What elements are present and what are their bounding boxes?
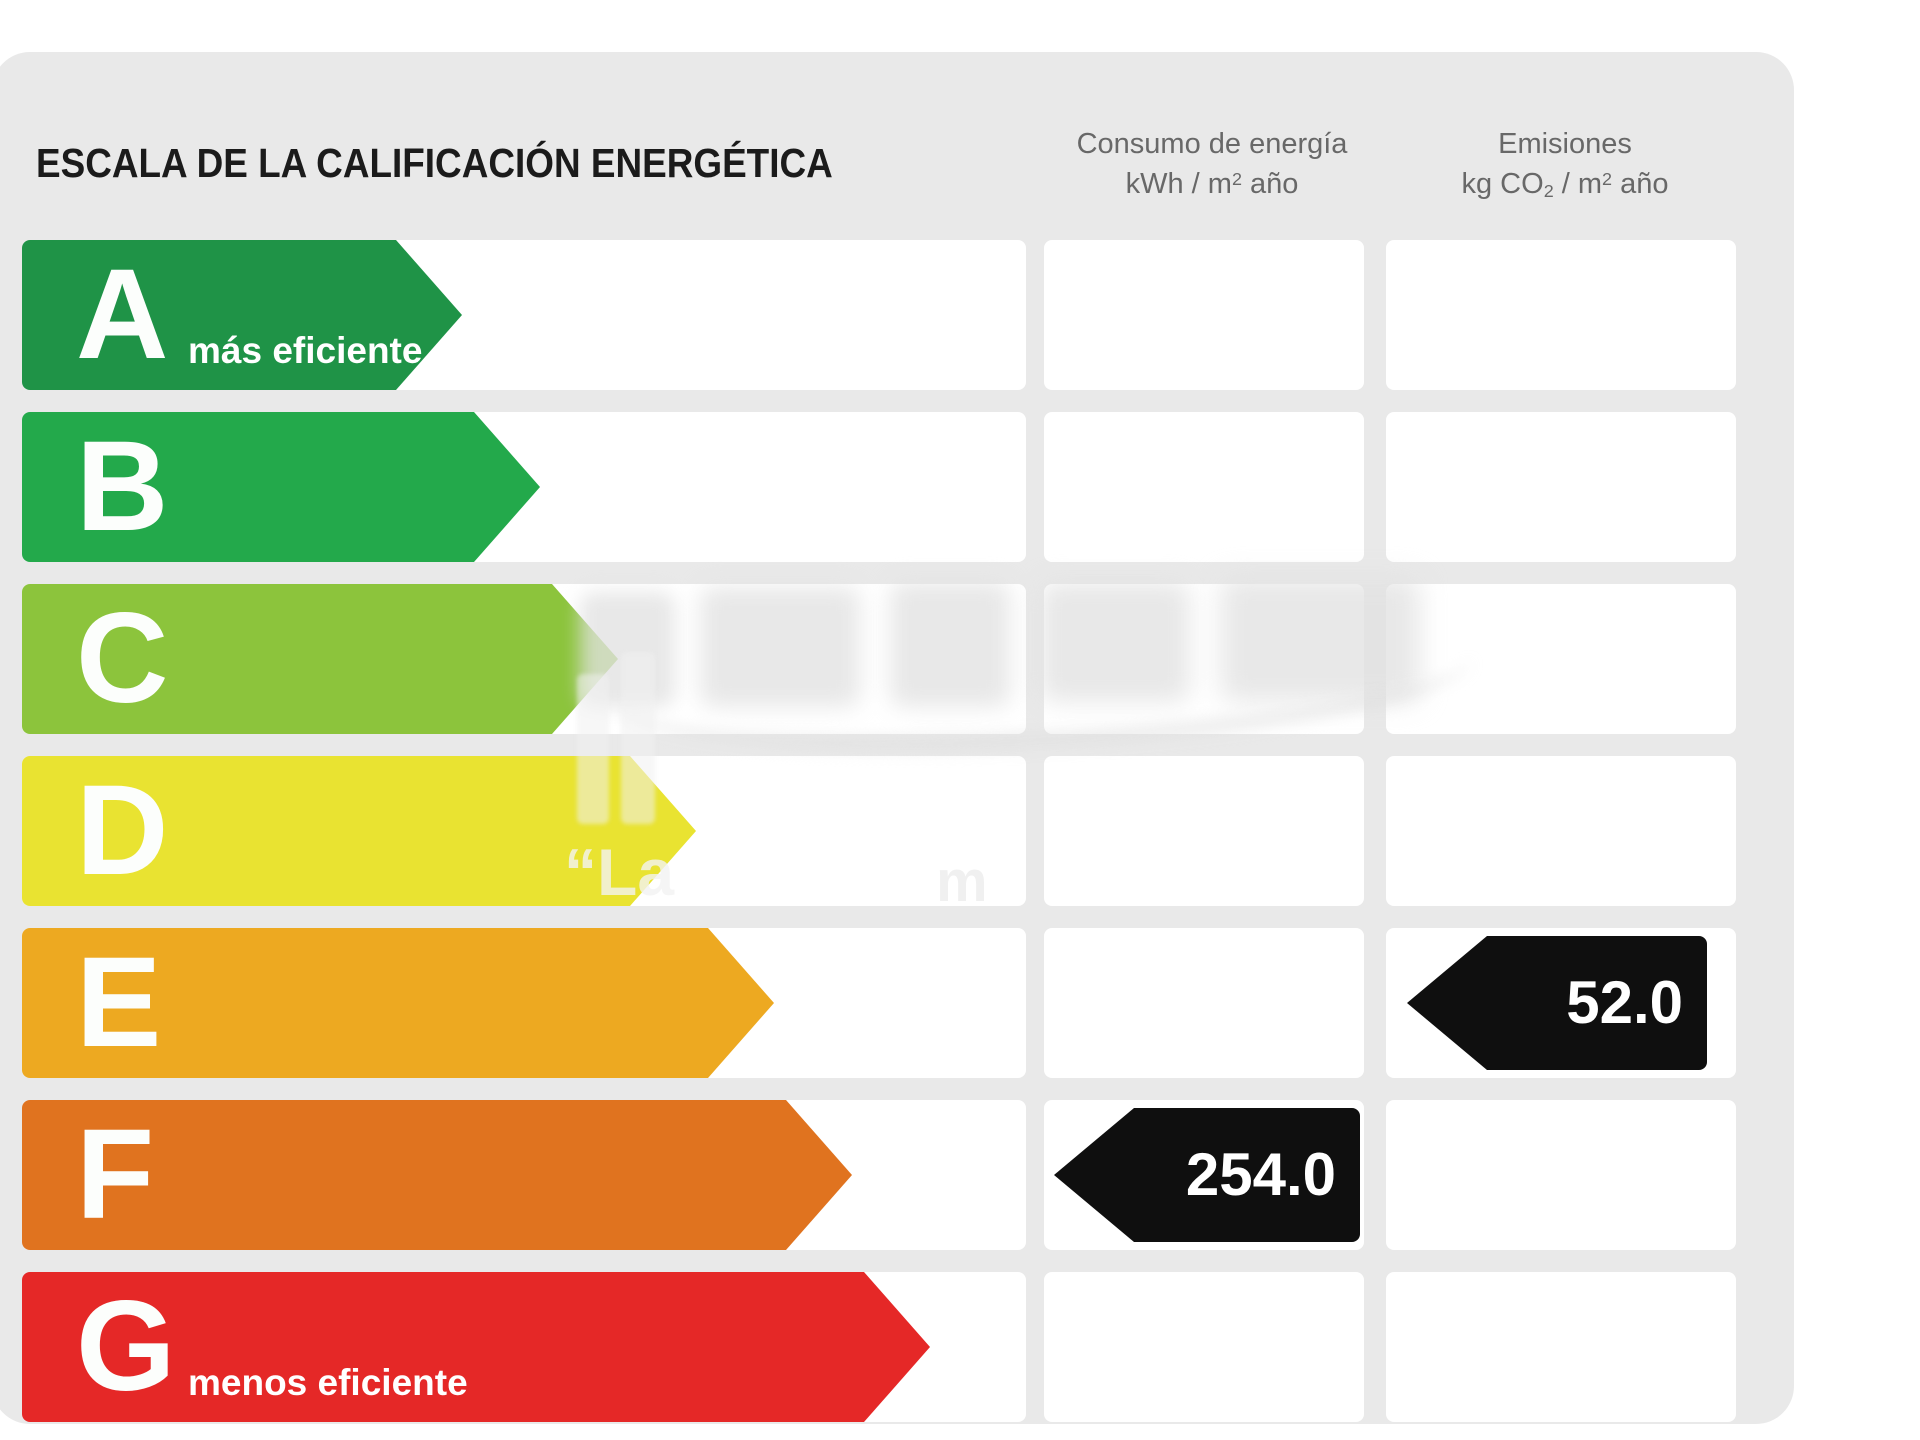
scale-cell-B-col2 [1386, 412, 1736, 562]
emisiones-header-line2: kg CO2 / m2 año [1380, 164, 1750, 207]
rating-bar-D: D [22, 756, 696, 906]
rating-bar-F: F [22, 1100, 852, 1250]
scale-cell-G-col1 [1044, 1272, 1364, 1422]
emisiones-unit: kg CO [1461, 168, 1544, 200]
consumo-value: 254.0 [1185, 1141, 1336, 1208]
emisiones-unit-mid: / m [1553, 168, 1603, 200]
emisiones-header-line1: Emisiones [1498, 128, 1632, 160]
scale-cell-E-col1 [1044, 928, 1364, 1078]
scale-cell-G-col2 [1386, 1272, 1736, 1422]
consumo-unit: kWh / m [1125, 168, 1232, 200]
rating-bar-C: C [22, 584, 618, 734]
scale-cell-A-col2 [1386, 240, 1736, 390]
emisiones-unit-sup: 2 [1602, 168, 1613, 189]
column-header-emisiones: Emisiones kg CO2 / m2 año [1380, 124, 1750, 207]
emisiones-unit-post: año [1612, 168, 1669, 200]
rating-letter-F: F [76, 1103, 155, 1246]
consumo-unit-sup: 2 [1231, 168, 1242, 189]
scale-cell-D-col1 [1044, 756, 1364, 906]
rating-letter-A: A [76, 243, 169, 386]
consumo-unit-post: año [1241, 168, 1299, 200]
rating-letter-E: E [76, 931, 162, 1074]
column-header-consumo: Consumo de energía kWh / m2 año [1032, 124, 1392, 207]
rating-letter-G: G [76, 1275, 176, 1418]
scale-cell-F-col2 [1386, 1100, 1736, 1250]
consumo-value-badge: 254.0 [1054, 1108, 1360, 1242]
emisiones-value: 52.0 [1566, 969, 1683, 1036]
rating-bar-B: B [22, 412, 540, 562]
rating-bar-E: E [22, 928, 774, 1078]
energy-scale-panel: ESCALA DE LA CALIFICACIÓN ENERGÉTICA Con… [0, 52, 1794, 1424]
scale-cell-B-col1 [1044, 412, 1364, 562]
rating-letter-B: B [76, 415, 169, 558]
rating-note-A: más eficiente [188, 330, 423, 371]
consumo-header-line2: kWh / m2 año [1032, 164, 1392, 207]
scale-cell-D-col2 [1386, 756, 1736, 906]
rating-letter-C: C [76, 587, 169, 730]
rating-note-G: menos eficiente [188, 1362, 468, 1403]
scale-cell-C-col2 [1386, 584, 1736, 734]
consumo-header-line1: Consumo de energía [1076, 128, 1348, 160]
emisiones-unit-sub: 2 [1543, 181, 1554, 202]
rating-letter-D: D [76, 759, 169, 902]
page-title: ESCALA DE LA CALIFICACIÓN ENERGÉTICA [36, 140, 833, 186]
scale-cell-C-col1 [1044, 584, 1364, 734]
scale-cell-A-col1 [1044, 240, 1364, 390]
